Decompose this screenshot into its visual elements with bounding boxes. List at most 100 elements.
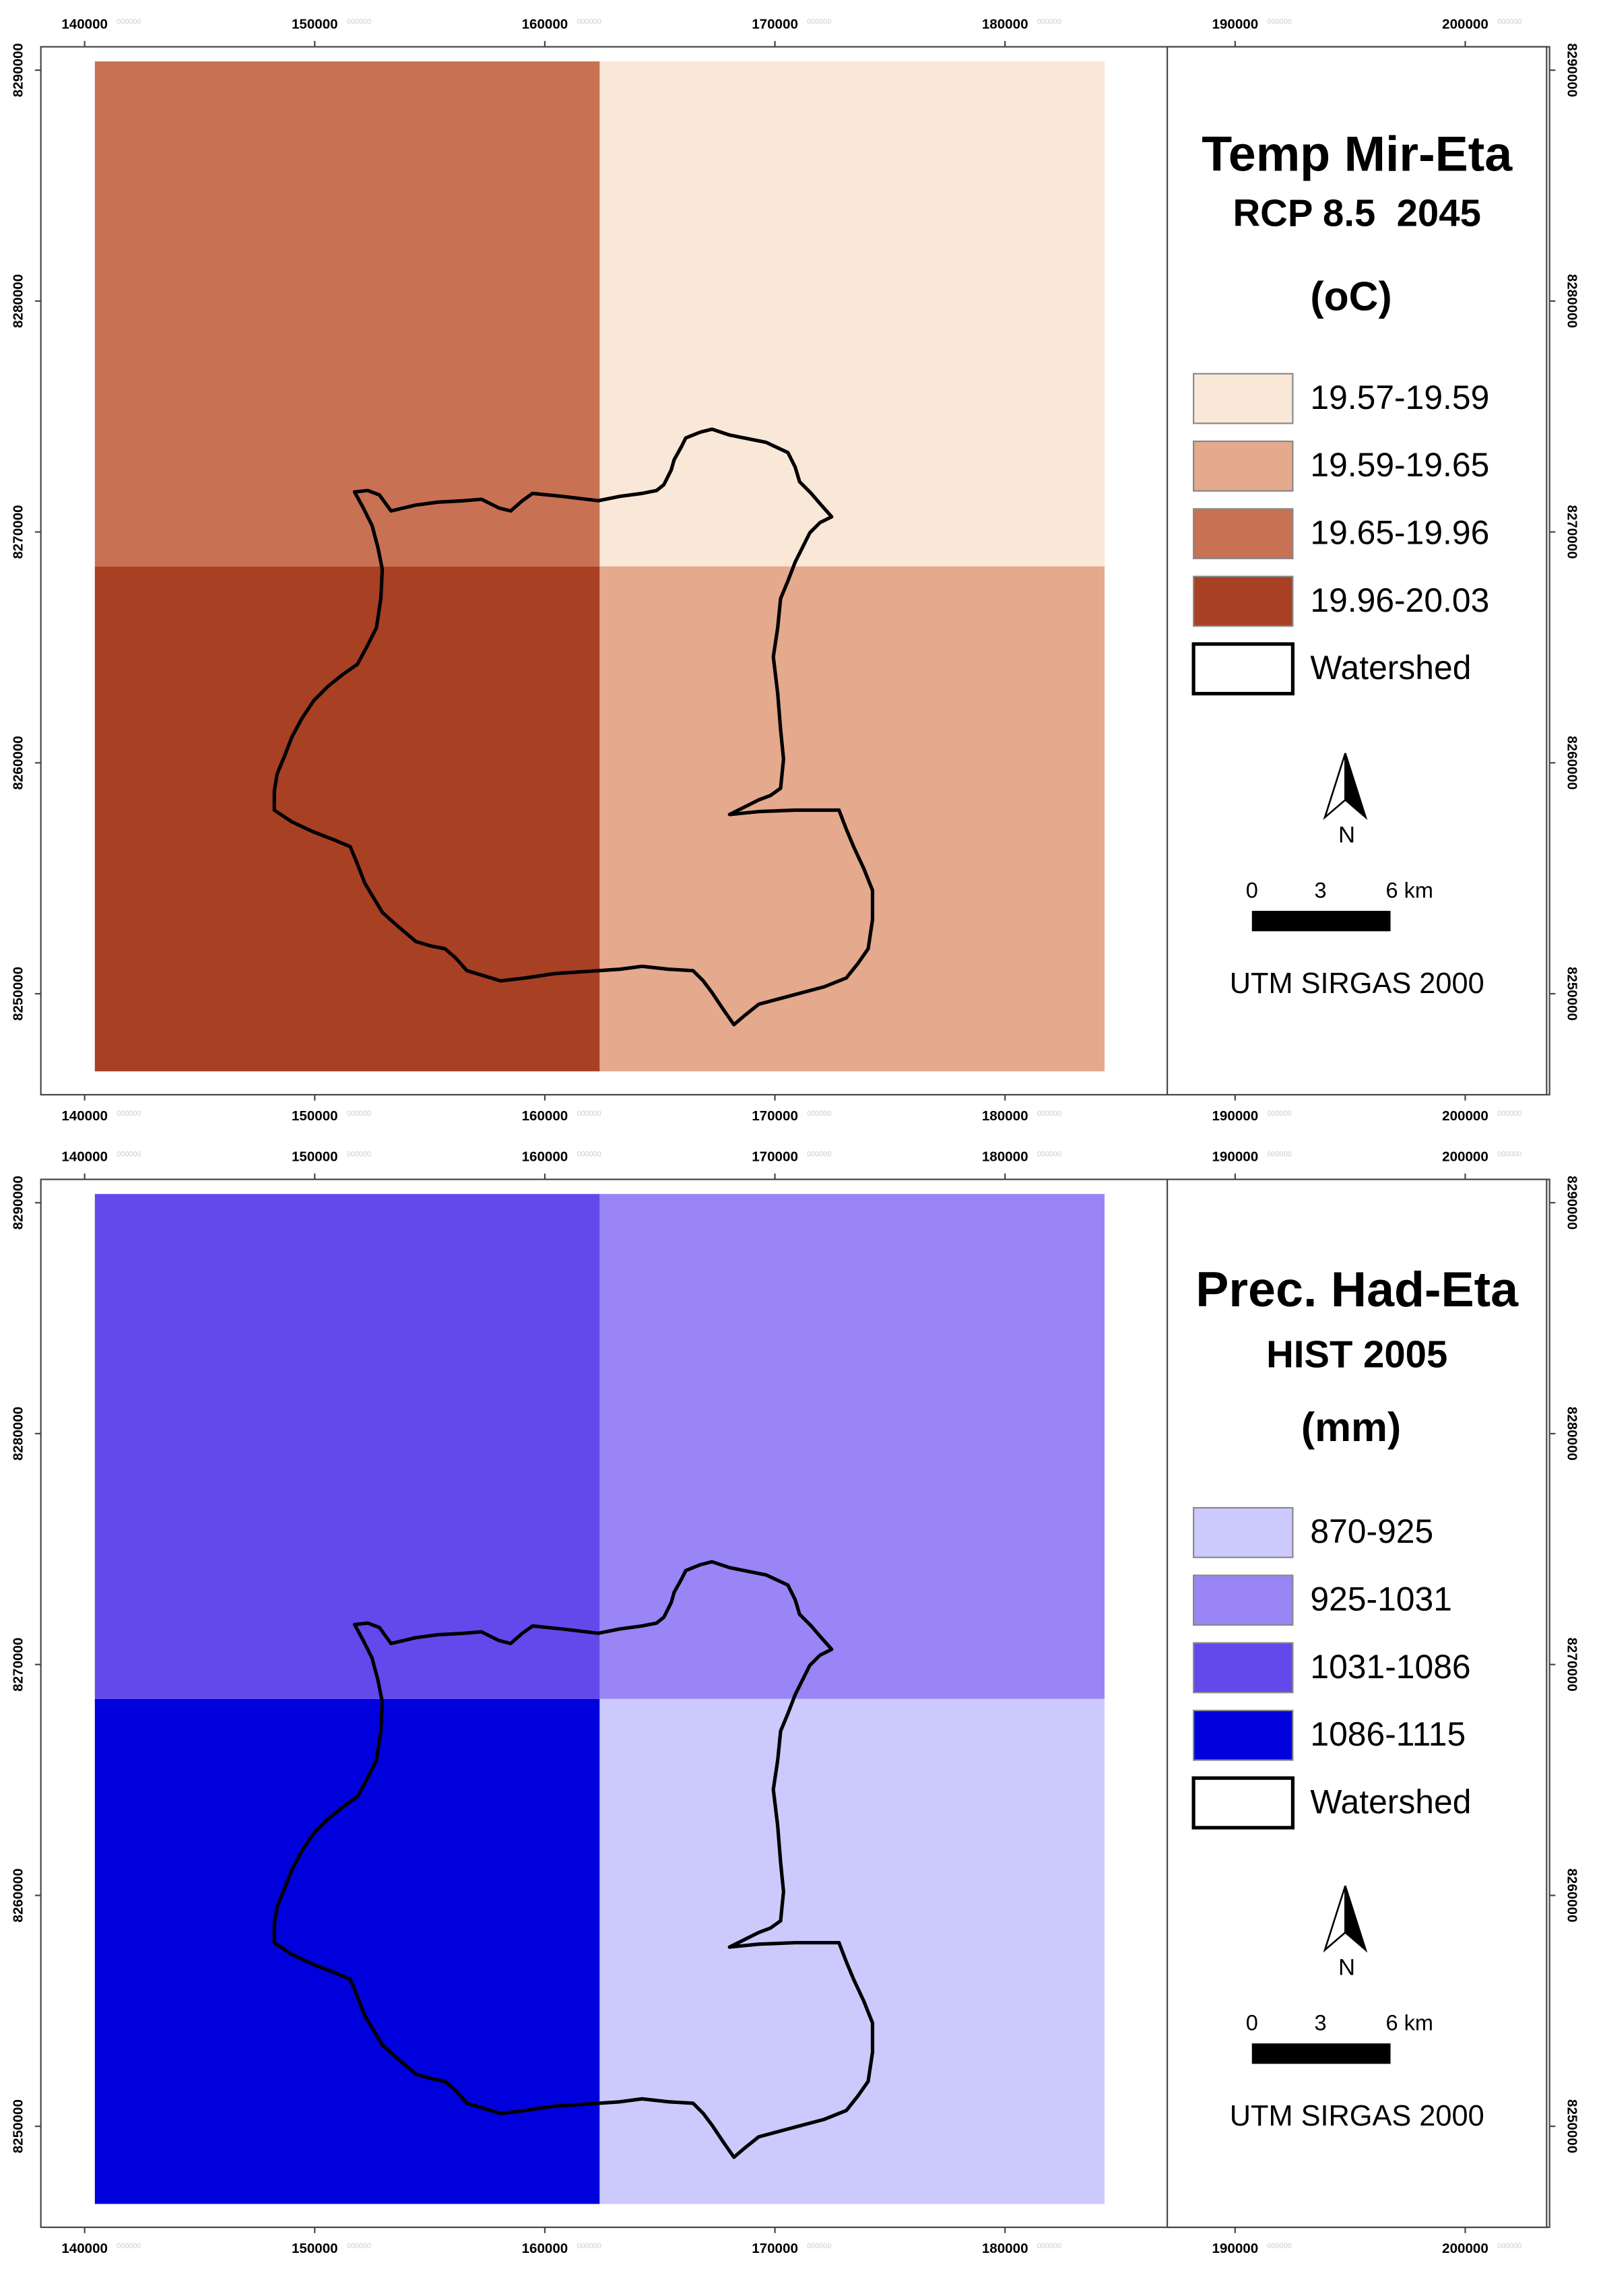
x-tick-label: 140000 [61, 16, 108, 32]
legend-swatch [1191, 642, 1295, 696]
tick-suffix: 000000 [117, 2242, 141, 2250]
legend-swatch [1193, 1642, 1294, 1694]
legend-unit: (oC) [1310, 273, 1391, 319]
y-tick-label: 8260000 [1565, 736, 1580, 790]
x-tick-label: 190000 [1212, 1108, 1258, 1124]
scale-label: 3 [1315, 878, 1327, 902]
y-tick-label: 8270000 [11, 505, 26, 559]
map-panel: 140000 000000 140000 000000 150000 000000 1500… [11, 16, 1580, 1123]
x-tick-label: 170000 [752, 2241, 798, 2256]
x-tick-label: 180000 [982, 1108, 1028, 1124]
legend-label: 19.96-20.03 [1310, 581, 1489, 619]
north-label: N [1338, 1955, 1355, 1981]
y-tick-label: 8270000 [1565, 1638, 1580, 1692]
tick-suffix: 000000 [117, 1151, 141, 1159]
north-label: N [1338, 823, 1355, 848]
tick-suffix: 000000 [1497, 1151, 1521, 1159]
x-tick-label: 200000 [1442, 1108, 1488, 1124]
x-tick-label: 160000 [522, 2241, 568, 2256]
x-tick-label: 140000 [61, 2241, 108, 2256]
y-tick-label: 8290000 [1565, 1176, 1580, 1230]
raster-cell [94, 566, 600, 1072]
watershed-outline [272, 427, 875, 1027]
x-tick-label: 180000 [982, 2241, 1028, 2256]
x-tick-label: 140000 [61, 1149, 108, 1165]
x-tick-label: 160000 [522, 1108, 568, 1124]
tick-suffix: 000000 [577, 2242, 601, 2250]
tick-suffix: 000000 [577, 18, 601, 26]
y-tick-label: 8270000 [1565, 505, 1580, 559]
y-tick-label: 8250000 [11, 2099, 26, 2153]
legend-label: 19.59-19.65 [1310, 446, 1489, 484]
x-tick-label: 180000 [982, 1149, 1028, 1165]
y-tick-label: 8250000 [1565, 2099, 1580, 2153]
legend-swatch [1193, 1506, 1294, 1558]
tick-suffix: 000000 [1037, 2242, 1061, 2250]
tick-suffix: 000000 [1267, 1151, 1291, 1159]
scale-label: 6 km [1386, 878, 1433, 902]
legend-label: 19.65-19.96 [1310, 514, 1489, 552]
x-tick-label: 170000 [752, 1108, 798, 1124]
scale-bar [1251, 910, 1391, 932]
x-tick-label: 160000 [522, 16, 568, 32]
legend-swatch [1193, 1574, 1294, 1626]
raster-cell [599, 1698, 1105, 2204]
scale-label: 0 [1246, 2010, 1258, 2035]
x-tick-label: 200000 [1442, 16, 1488, 32]
x-tick-label: 150000 [292, 16, 338, 32]
tick-suffix: 000000 [1267, 18, 1291, 26]
watershed-outline [272, 1560, 875, 2159]
crs-label: UTM SIRGAS 2000 [1230, 967, 1484, 1000]
map-panel: 140000 000000 140000 000000 150000 000000 1500… [11, 1149, 1580, 2256]
x-tick-label: 160000 [522, 1149, 568, 1165]
y-tick-label: 8260000 [1565, 1868, 1580, 1922]
x-tick-label: 170000 [752, 16, 798, 32]
tick-suffix: 000000 [807, 2242, 831, 2250]
x-tick-label: 190000 [1212, 2241, 1258, 2256]
legend-swatch [1191, 1776, 1295, 1830]
legend-label: Watershed [1310, 1783, 1471, 1820]
legend-swatch [1193, 1709, 1294, 1761]
y-tick-label: 8280000 [1565, 274, 1580, 328]
legend-title: Prec. Had-Eta [1195, 1261, 1519, 1317]
raster-cell [94, 61, 600, 567]
tick-suffix: 000000 [577, 1110, 601, 1118]
raster-cell [599, 566, 1105, 1072]
y-tick-label: 8290000 [11, 1176, 26, 1230]
tick-suffix: 000000 [1037, 1110, 1061, 1118]
legend-subtitle: HIST 2005 [1266, 1333, 1447, 1376]
y-tick-label: 8280000 [1565, 1407, 1580, 1461]
tick-suffix: 000000 [1037, 18, 1061, 26]
tick-suffix: 000000 [1497, 18, 1521, 26]
x-tick-label: 140000 [61, 1108, 108, 1124]
y-tick-label: 8290000 [11, 43, 26, 97]
legend-swatch [1193, 440, 1294, 492]
y-tick-label: 8260000 [11, 736, 26, 790]
scale-label: 6 km [1386, 2010, 1433, 2035]
raster-cell [94, 1194, 600, 1699]
y-tick-label: 8290000 [1565, 43, 1580, 97]
tick-suffix: 000000 [1497, 1110, 1521, 1118]
legend-label: 870-925 [1310, 1512, 1433, 1550]
tick-suffix: 000000 [807, 1151, 831, 1159]
x-tick-label: 170000 [752, 1149, 798, 1165]
tick-suffix: 000000 [117, 1110, 141, 1118]
raster-cell [599, 1194, 1105, 1699]
y-tick-label: 8250000 [1565, 967, 1580, 1021]
legend-label: 1086-1115 [1310, 1715, 1466, 1753]
tick-suffix: 000000 [347, 18, 371, 26]
tick-suffix: 000000 [1267, 1110, 1291, 1118]
raster-cell [94, 1698, 600, 2204]
x-tick-label: 190000 [1212, 16, 1258, 32]
legend-label: Watershed [1310, 649, 1471, 687]
legend-unit: (mm) [1301, 1404, 1401, 1450]
x-tick-label: 150000 [292, 1108, 338, 1124]
x-tick-label: 180000 [982, 16, 1028, 32]
tick-suffix: 000000 [577, 1151, 601, 1159]
y-tick-label: 8250000 [11, 967, 26, 1021]
legend-swatch [1193, 575, 1294, 627]
legend-title: Temp Mir-Eta [1202, 126, 1513, 182]
legend-label: 925-1031 [1310, 1580, 1452, 1618]
